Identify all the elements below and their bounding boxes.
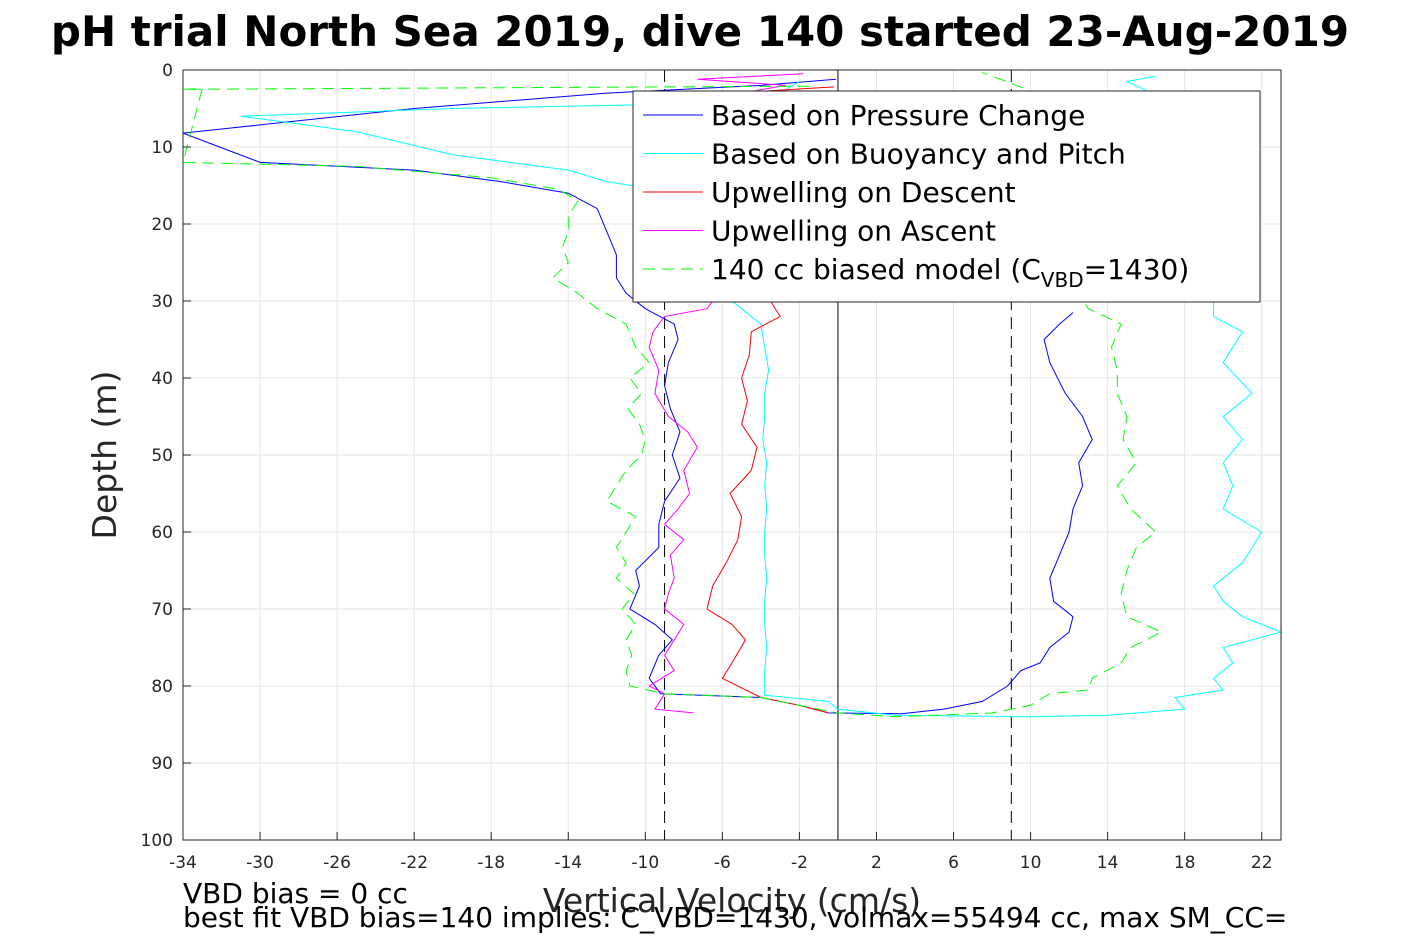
- chart-title: pH trial North Sea 2019, dive 140 starte…: [51, 7, 1349, 56]
- x-tick-label: -2: [791, 853, 808, 873]
- legend-label-3: Upwelling on Ascent: [711, 215, 996, 248]
- y-tick-label: 20: [151, 215, 173, 235]
- x-tick-label: -18: [477, 853, 505, 873]
- x-tick-label: 22: [1251, 853, 1273, 873]
- x-tick-label: -10: [631, 853, 659, 873]
- y-tick-label: 0: [162, 61, 173, 81]
- legend-box: [632, 90, 1261, 303]
- y-tick-label: 70: [151, 600, 173, 620]
- x-tick-label: -34: [169, 853, 197, 873]
- y-axis-ticks: 0 10 20 30 40 50 60 70 80 90 100: [141, 61, 191, 851]
- x-tick-label: 2: [871, 853, 882, 873]
- y-tick-label: 100: [141, 831, 173, 851]
- x-tick-label: -14: [554, 853, 582, 873]
- y-axis-label: Depth (m): [85, 371, 124, 540]
- y-tick-label: 60: [151, 523, 173, 543]
- legend-label-2: Upwelling on Descent: [711, 176, 1016, 209]
- x-tick-label: -6: [714, 853, 731, 873]
- y-tick-label: 90: [151, 754, 173, 774]
- series-line-2: [664, 86, 835, 714]
- x-axis-label: Vertical Velocity (cm/s): [543, 881, 921, 920]
- legend-items: Based on Pressure Change Based on Buoyanc…: [643, 99, 1189, 292]
- x-tick-label: -30: [246, 853, 274, 873]
- y-tick-label: 80: [151, 677, 173, 697]
- vbd-bias-note: VBD bias = 0 cc: [183, 877, 408, 910]
- x-tick-label: 14: [1097, 853, 1119, 873]
- x-tick-label: 10: [1020, 853, 1042, 873]
- y-tick-label: 50: [151, 446, 173, 466]
- x-tick-label: 6: [948, 853, 959, 873]
- legend-label-0: Based on Pressure Change: [711, 99, 1085, 132]
- x-tick-label: 18: [1174, 853, 1196, 873]
- y-tick-label: 40: [151, 369, 173, 389]
- y-tick-label: 10: [151, 138, 173, 158]
- legend-label-4: 140 cc biased model (CVBD=1430): [711, 253, 1189, 292]
- x-axis-ticks: -34 -30 -26 -22 -18 -14 -10 -6 -2 2 6 10 14 18 22: [169, 832, 1273, 873]
- series-line-4: [182, 71, 1163, 718]
- legend: Based on Pressure Change Based on Buoyanc…: [632, 90, 1261, 303]
- x-tick-label: -26: [323, 853, 351, 873]
- y-tick-label: 30: [151, 292, 173, 312]
- x-tick-label: -22: [400, 853, 428, 873]
- series-line-0: [182, 78, 1093, 715]
- legend-label-1: Based on Buoyancy and Pitch: [711, 138, 1126, 171]
- best-fit-note: best fit VBD bias=140 implies: C_VBD=143…: [183, 901, 1287, 934]
